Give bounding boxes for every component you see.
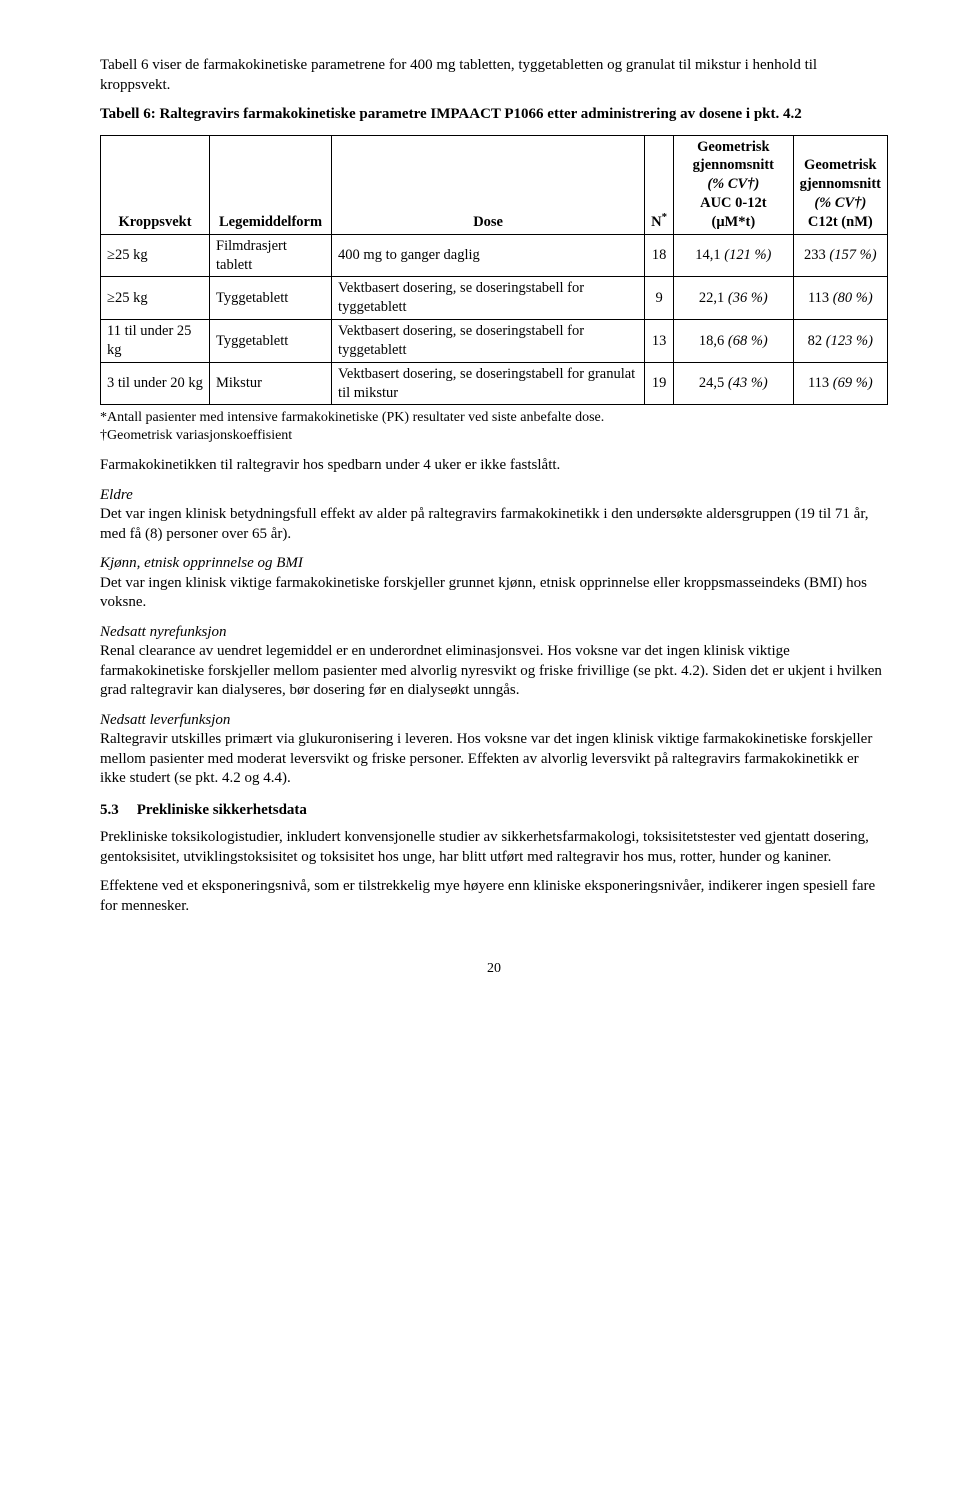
- paragraph: Nedsatt nyrefunksjon Renal clearance av …: [100, 623, 888, 701]
- cell: 22,1 (36 %): [674, 277, 794, 320]
- cell: 113 (69 %): [793, 362, 887, 405]
- section-title: Prekliniske sikkerhetsdata: [137, 801, 307, 821]
- table-caption: Tabell 6: Raltegravirs farmakokinetiske …: [100, 105, 888, 125]
- cell: 18: [645, 234, 674, 277]
- section-heading: 5.3 Prekliniske sikkerhetsdata: [100, 801, 888, 821]
- cell: 19: [645, 362, 674, 405]
- cell: 113 (80 %): [793, 277, 887, 320]
- page-number: 20: [100, 960, 888, 978]
- th-auc: Geometrisk gjennomsnitt (% CV†) AUC 0-12…: [674, 135, 794, 234]
- cell: Vektbasert dosering, se doseringstabell …: [332, 362, 645, 405]
- table-row: ≥25 kg Filmdrasjert tablett 400 mg to ga…: [101, 234, 888, 277]
- cell: ≥25 kg: [101, 277, 210, 320]
- cell: 82 (123 %): [793, 320, 887, 363]
- table-footnote: *Antall pasienter med intensive farmakok…: [100, 409, 888, 444]
- th-c12t: Geometrisk gjennomsnitt (% CV†) C12t (nM…: [793, 135, 887, 234]
- cell: 9: [645, 277, 674, 320]
- paragraph: Prekliniske toksikologistudier, inkluder…: [100, 828, 888, 867]
- subheading-nyre: Nedsatt nyrefunksjon: [100, 624, 227, 640]
- cell: Filmdrasjert tablett: [210, 234, 332, 277]
- cell: Tyggetablett: [210, 277, 332, 320]
- th-n: N*: [645, 135, 674, 234]
- cell: 3 til under 20 kg: [101, 362, 210, 405]
- cell: Tyggetablett: [210, 320, 332, 363]
- paragraph: Farmakokinetikken til raltegravir hos sp…: [100, 456, 888, 476]
- cell: 18,6 (68 %): [674, 320, 794, 363]
- cell: 400 mg to ganger daglig: [332, 234, 645, 277]
- cell: Mikstur: [210, 362, 332, 405]
- paragraph: Nedsatt leverfunksjon Raltegravir utskil…: [100, 711, 888, 789]
- cell: Vektbasert dosering, se doseringstabell …: [332, 277, 645, 320]
- subheading-kjonn: Kjønn, etnisk opprinnelse og BMI: [100, 555, 303, 571]
- table-row: 11 til under 25 kg Tyggetablett Vektbase…: [101, 320, 888, 363]
- paragraph: Eldre Det var ingen klinisk betydningsfu…: [100, 486, 888, 545]
- th-legemiddelform: Legemiddelform: [210, 135, 332, 234]
- cell: 11 til under 25 kg: [101, 320, 210, 363]
- table-row: ≥25 kg Tyggetablett Vektbasert dosering,…: [101, 277, 888, 320]
- intro-paragraph: Tabell 6 viser de farmakokinetiske param…: [100, 56, 888, 95]
- paragraph: Kjønn, etnisk opprinnelse og BMI Det var…: [100, 554, 888, 613]
- cell: 13: [645, 320, 674, 363]
- table-header-row: Kroppsvekt Legemiddelform Dose N* Geomet…: [101, 135, 888, 234]
- th-dose: Dose: [332, 135, 645, 234]
- th-kroppsvekt: Kroppsvekt: [101, 135, 210, 234]
- cell: 24,5 (43 %): [674, 362, 794, 405]
- pk-table: Kroppsvekt Legemiddelform Dose N* Geomet…: [100, 135, 888, 406]
- section-number: 5.3: [100, 801, 119, 821]
- subheading-eldre: Eldre: [100, 487, 133, 503]
- paragraph: Effektene ved et eksponeringsnivå, som e…: [100, 877, 888, 916]
- cell: ≥25 kg: [101, 234, 210, 277]
- cell: 233 (157 %): [793, 234, 887, 277]
- subheading-lever: Nedsatt leverfunksjon: [100, 712, 230, 728]
- cell: Vektbasert dosering, se doseringstabell …: [332, 320, 645, 363]
- cell: 14,1 (121 %): [674, 234, 794, 277]
- table-row: 3 til under 20 kg Mikstur Vektbasert dos…: [101, 362, 888, 405]
